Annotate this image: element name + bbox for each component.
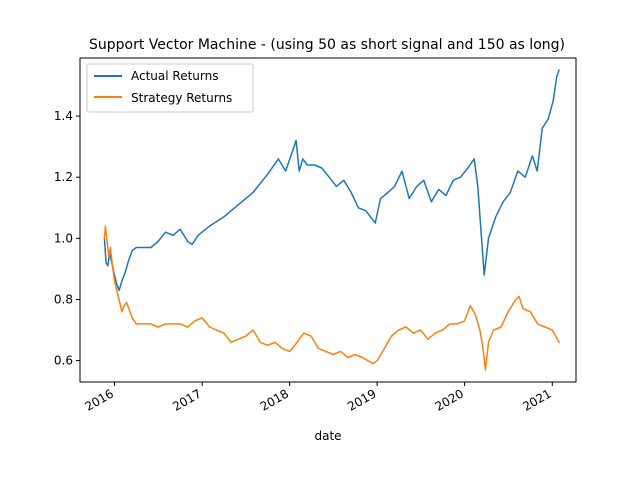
- y-tick-label-1-0: 1.0: [54, 231, 73, 245]
- legend-label-strategy-returns: Strategy Returns: [131, 91, 232, 105]
- x-tick-label-2021: 2021: [520, 386, 553, 413]
- legend-box: [86, 63, 254, 113]
- series-line-strategy-returns: [103, 225, 560, 371]
- series-line-actual-returns: [103, 69, 560, 292]
- x-axis-label: date: [314, 429, 341, 443]
- y-tick-label-1-4: 1.4: [54, 109, 73, 123]
- y-tick-label-0-6: 0.6: [54, 354, 73, 368]
- y-axis: 0.6 0.8 1.0 1.2 1.4: [54, 109, 80, 368]
- legend-label-actual-returns: Actual Returns: [131, 69, 218, 83]
- legend: Actual Returns Strategy Returns: [86, 63, 254, 113]
- x-tick-label-2020: 2020: [433, 386, 466, 413]
- x-tick-label-2016: 2016: [83, 386, 116, 413]
- y-tick-label-0-8: 0.8: [54, 292, 73, 306]
- y-tick-label-1-2: 1.2: [54, 170, 73, 184]
- x-axis: 2016 2017 2018 2019 2020 2021: [83, 382, 554, 414]
- x-tick-label-2017: 2017: [170, 386, 203, 413]
- x-tick-label-2019: 2019: [345, 386, 378, 413]
- x-tick-label-2018: 2018: [258, 386, 291, 413]
- series-layer: [103, 69, 560, 371]
- plot-frame: [79, 57, 577, 383]
- chart-title: Support Vector Machine - (using 50 as sh…: [89, 37, 565, 53]
